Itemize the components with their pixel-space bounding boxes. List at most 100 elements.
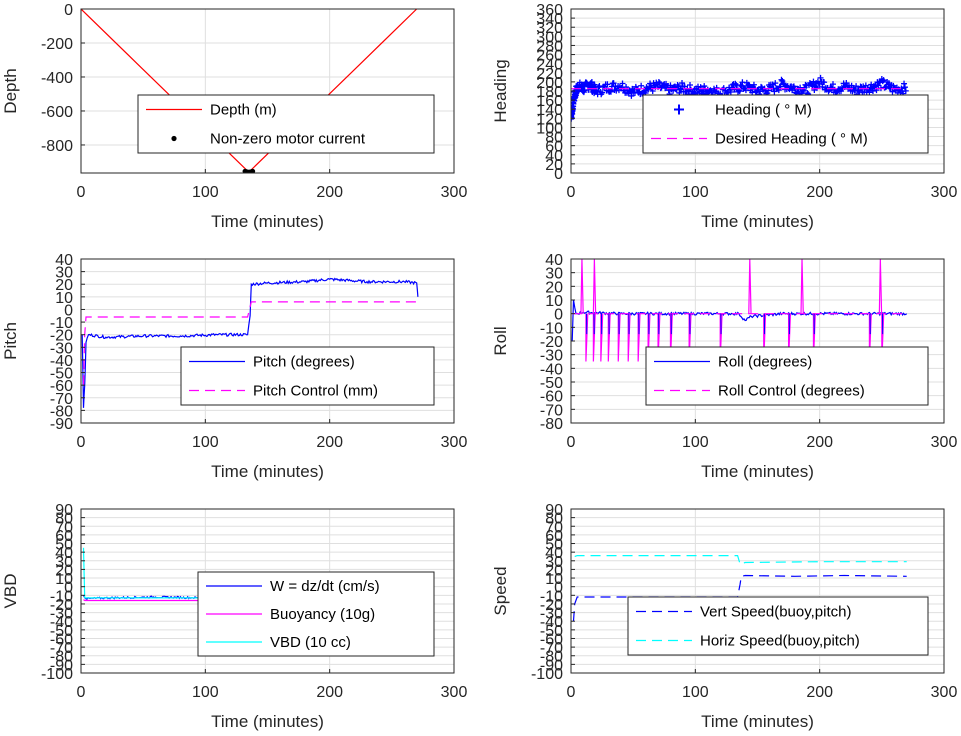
roll-legend-label: Roll Control (degrees) [718,383,865,400]
pitch-ytick-label: -50 [50,366,73,383]
roll-ytick-label: 40 [545,252,563,269]
pitch-axes-frame [80,258,455,424]
vbd-legend-label: VBD (10 cc) [270,634,351,651]
speed-xtick-label: 300 [931,684,958,701]
heading-ytick-label: 360 [536,2,563,19]
vbd-ytick-label: 50 [55,537,73,554]
vbd-ytick-label: 60 [55,528,73,545]
heading-ytick-label: 0 [554,166,563,183]
roll-ytick-label: -50 [540,375,563,392]
heading-ytick-label: 100 [536,120,563,137]
roll-ytick-label: 0 [554,307,563,324]
pitch-xtick-label: 100 [192,434,219,451]
roll-ytick-label: -10 [540,320,563,337]
vbd-xtick-label: 0 [77,684,86,701]
speed-axes-frame [570,508,945,674]
roll-ytick-label: 10 [545,293,563,310]
roll-xtick-label: 300 [931,434,958,451]
roll-ytick-label: -80 [540,416,563,433]
vbd-ytick-label: 10 [55,571,73,588]
vbd-legend-label: W = dz/dt (cm/s) [270,578,380,595]
vbd-ytick-label: 0 [64,580,73,597]
speed-ytick-label: -60 [540,631,563,648]
pitch-ylabel: Pitch [1,322,20,360]
speed-xlabel: Time (minutes) [701,712,814,731]
vbd-xtick-label: 200 [316,684,343,701]
heading-xtick-label: 300 [931,184,958,201]
pitch-chart: 0 100 200 300403020100-10-20-30-40-50-60-70… [1,252,467,481]
roll-legend-label: Roll (degrees) [718,354,812,371]
depth-series-group [81,9,418,173]
speed-xtick-label: 0 [567,684,576,701]
speed-ytick-label: -80 [540,649,563,666]
pitch-series-pitch-control-mm [82,301,417,386]
vbd-legend-label: Buoyancy (10g) [270,606,375,623]
speed-xtick-label: 200 [806,684,833,701]
depth-legend-marker [171,135,177,142]
pitch-xtick-label: 0 [77,434,86,451]
speed-ytick-label: 50 [545,537,563,554]
heading-ytick-label: 160 [536,93,563,110]
pitch-ytick-label: 10 [55,290,73,307]
speed-legend: Vert Speed(buoy,pitch) Horiz Speed(buoy,p… [627,596,929,656]
pitch-legend-label: Pitch (degrees) [253,354,355,371]
depth-xtick-label: 200 [316,184,343,201]
heading-ytick-label: 80 [545,130,563,147]
heading-ytick-label: 240 [536,57,563,74]
depth-ytick-label: -800 [41,138,73,155]
speed-series-horiz-speed-buoy-pitch [574,555,907,565]
speed-legend-box [627,596,929,656]
pitch-legend: Pitch (degrees) Pitch Control (mm) [180,346,435,406]
depth-ytick-label: -400 [41,70,73,87]
pitch-series-group [81,277,419,408]
pitch-ytick-label: 30 [55,265,73,282]
heading-legend-box [642,94,929,154]
heading-ytick-label: 220 [536,66,563,83]
pitch-ytick-label: -60 [50,378,73,395]
pitch-xlabel: Time (minutes) [211,462,324,481]
pitch-legend-label: Pitch Control (mm) [253,383,378,400]
roll-ytick-label: 30 [545,266,563,283]
pitch-legend-box [180,346,435,406]
speed-ytick-label: 80 [545,511,563,528]
heading-ytick-label: 260 [536,48,563,65]
pitch-ytick-label: -40 [50,353,73,370]
speed-ylabel: Speed [491,566,510,615]
depth-legend-box [137,94,435,154]
pitch-ytick-label: -90 [50,416,73,433]
heading-xtick-label: 100 [682,184,709,201]
heading-ytick-label: 320 [536,20,563,37]
depth-ytick-label: 0 [64,2,73,19]
pitch-ytick-label: -80 [50,403,73,420]
roll-xtick-label: 100 [682,434,709,451]
heading-ytick-label: 120 [536,111,563,128]
depth-ylabel: Depth [1,68,20,113]
depth-ytick-label: -200 [41,36,73,53]
heading-ytick-label: 60 [545,139,563,156]
depth-xlabel: Time (minutes) [211,212,324,231]
speed-ytick-label: 10 [545,571,563,588]
speed-ytick-label: 20 [545,562,563,579]
speed-ytick-label: -20 [540,597,563,614]
heading-legend-label: Desired Heading ( ° M) [715,131,868,148]
speed-legend-label: Vert Speed(buoy,pitch) [700,604,851,621]
heading-legend: Heading ( ° M) Desired Heading ( ° M) [642,94,929,154]
roll-ytick-label: -60 [540,389,563,406]
speed-ytick-label: 90 [545,502,563,519]
vbd-ytick-label: 30 [55,554,73,571]
speed-xtick-label: 100 [682,684,709,701]
pitch-ytick-label: -70 [50,391,73,408]
roll-xtick-label: 200 [806,434,833,451]
vbd-ytick-label: 40 [55,545,73,562]
heading-legend-marker [674,104,684,115]
heading-xlabel: Time (minutes) [701,212,814,231]
speed-ytick-label: -70 [540,640,563,657]
heading-ytick-label: 40 [545,148,563,165]
vbd-xtick-label: 100 [192,684,219,701]
heading-ytick-label: 280 [536,38,563,55]
vbd-ytick-label: -50 [50,623,73,640]
depth-legend-label: Depth (m) [210,102,277,119]
speed-ytick-label: 70 [545,519,563,536]
pitch-xtick-label: 300 [441,434,468,451]
